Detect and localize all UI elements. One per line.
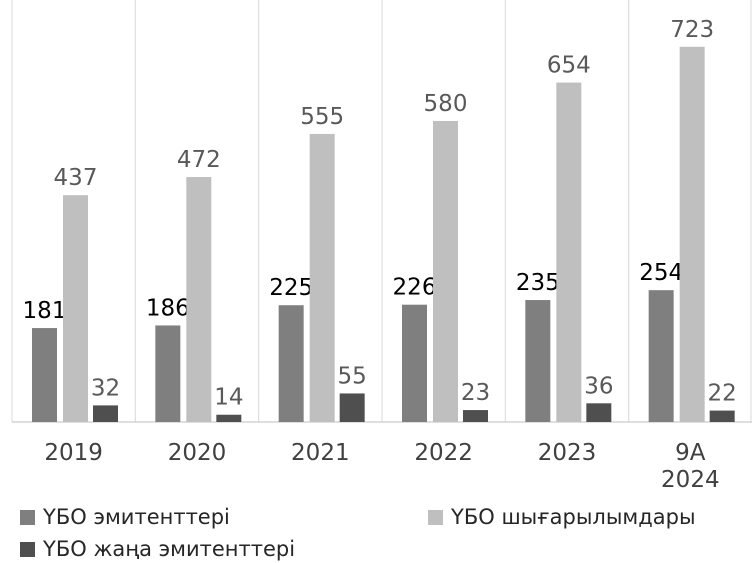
data-label: 555 [300,104,344,130]
bar [433,120,458,422]
data-label: 580 [424,91,468,117]
bar [309,133,335,422]
x-tick-label: 2020 [167,440,227,466]
data-label: 55 [338,363,367,389]
legend-label: ҮБО эмитенттері [43,505,230,529]
data-label: 254 [639,260,683,286]
bar [679,46,705,422]
bar [339,393,365,422]
legend-swatch [20,509,35,525]
bar [63,195,88,422]
data-label: 225 [269,275,313,301]
data-label: 226 [393,275,437,301]
legend-swatch [20,541,35,557]
x-tick-label: 2021 [291,440,350,466]
bar [278,305,304,422]
data-label: 32 [91,375,120,401]
legend-item: ҮБО эмитенттері [20,505,230,529]
data-label: 437 [54,165,98,191]
bar [93,405,118,422]
bar [32,328,57,422]
legend-label: ҮБО шығарылымдары [451,505,696,529]
bar [463,410,488,422]
legend-label: ҮБО жаңа эмитенттері [43,537,296,561]
x-tick-label: 2019 [44,440,103,466]
bar [402,304,427,422]
x-tick-label: 2022 [414,440,473,466]
bar [216,414,242,422]
data-label: 23 [461,380,490,406]
data-label: 472 [177,147,221,173]
bar [648,290,674,422]
bar [586,403,612,422]
legend-item: ҮБО шығарылымдары [428,505,696,529]
legend-item: ҮБО жаңа эмитенттері [20,537,295,561]
data-label: 654 [547,53,591,79]
data-label: 181 [23,298,67,324]
x-tick-label: 9А 2024 [661,440,720,493]
data-label: 14 [214,385,243,411]
data-label: 36 [584,373,613,399]
bar [525,300,551,422]
bar [155,325,181,422]
data-label: 22 [708,381,737,407]
data-label: 723 [670,17,714,43]
data-label: 235 [516,270,560,296]
data-label: 186 [146,295,190,321]
bar [556,82,582,422]
x-tick-label: 2023 [537,440,597,466]
legend-swatch [428,509,443,525]
bar [186,177,212,422]
bar [709,410,735,422]
